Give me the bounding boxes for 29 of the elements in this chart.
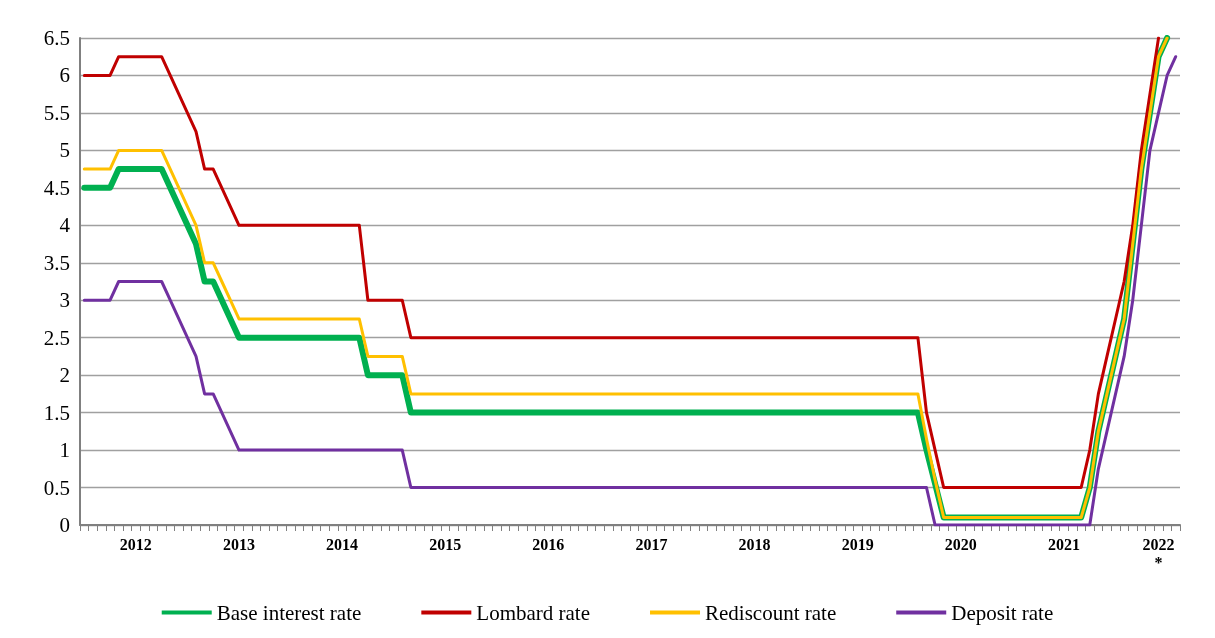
y-tick-label: 3.5 bbox=[43, 250, 70, 275]
x-tick-label: 2018 bbox=[738, 535, 771, 553]
x-tick-label: 2016 bbox=[532, 535, 565, 553]
x-tick-label: 2014 bbox=[326, 535, 359, 553]
x-tick-label: 2012 bbox=[119, 535, 152, 553]
y-tick-label: 2 bbox=[59, 363, 70, 388]
x-tick-label: 2020 bbox=[944, 535, 977, 553]
x-tick-label: 2017 bbox=[635, 535, 668, 553]
y-tick-label: 0 bbox=[59, 513, 70, 537]
x-tick-label: 2013 bbox=[222, 535, 255, 553]
y-tick-label: 1 bbox=[59, 438, 70, 463]
legend-label: Lombard rate bbox=[476, 600, 591, 625]
legend-label: Deposit rate bbox=[951, 600, 1054, 625]
y-tick-label: 0.5 bbox=[43, 475, 70, 500]
x-tick-label: 2019 bbox=[841, 535, 874, 553]
y-tick-label: 4 bbox=[59, 213, 71, 238]
legend-label: Rediscount rate bbox=[705, 600, 837, 625]
y-tick-label: 4.5 bbox=[43, 175, 70, 200]
y-tick-label: 6 bbox=[59, 63, 70, 88]
y-tick-label: 5 bbox=[59, 138, 70, 163]
y-tick-label: 6.5 bbox=[43, 26, 70, 50]
y-tick-label: 2.5 bbox=[43, 325, 70, 350]
x-tick-label: 2021 bbox=[1047, 535, 1080, 553]
y-tick-label: 1.5 bbox=[43, 400, 70, 425]
y-tick-label: 3 bbox=[59, 288, 70, 313]
x-tick-label: 2015 bbox=[429, 535, 462, 553]
y-tick-label: 5.5 bbox=[43, 100, 70, 125]
legend-label: Base interest rate bbox=[216, 600, 362, 625]
x-tick-label: 2022 * bbox=[1142, 535, 1175, 571]
